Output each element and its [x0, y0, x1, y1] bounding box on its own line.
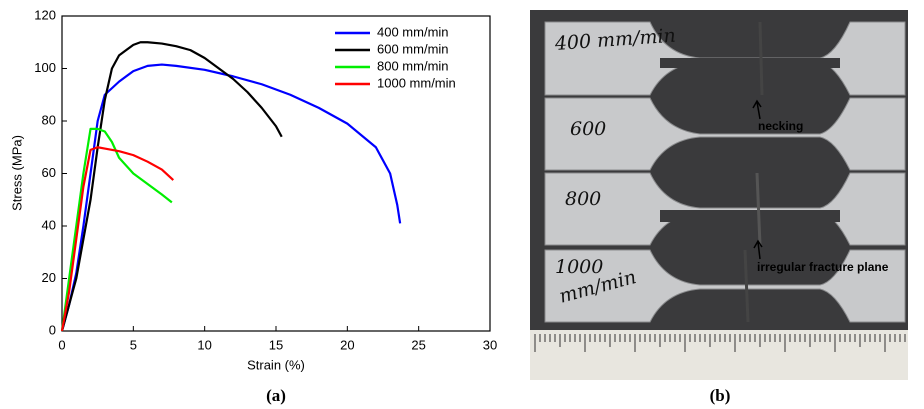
x-tick-label: 15 — [269, 337, 283, 352]
x-tick-label: 10 — [197, 337, 211, 352]
specimen-label: 600 — [570, 118, 606, 140]
y-tick-label: 60 — [42, 165, 56, 180]
y-tick-label: 100 — [34, 60, 56, 75]
line-series — [60, 41, 283, 332]
panel-label: (b) — [710, 386, 731, 405]
photo: 400 mm/min 600 800 1000 mm/min necking i… — [530, 10, 908, 380]
line-series — [60, 127, 173, 332]
legend-label: 800 mm/min — [377, 58, 449, 73]
specimen-label: 800 — [565, 188, 601, 210]
panel-label: (a) — [266, 386, 286, 405]
y-tick-label: 20 — [42, 270, 56, 285]
legend-label: 400 mm/min — [377, 24, 449, 39]
y-tick-label: 80 — [42, 112, 56, 127]
annotation: necking — [758, 119, 803, 133]
y-tick-label: 120 — [34, 7, 56, 22]
line-series — [60, 63, 402, 332]
annotation: irregular fracture plane — [757, 260, 889, 274]
y-axis-label: Stress (MPa) — [9, 135, 24, 211]
x-tick-label: 30 — [483, 337, 497, 352]
x-tick-label: 0 — [58, 337, 65, 352]
x-axis-label: Strain (%) — [247, 357, 305, 372]
legend-label: 1000 mm/min — [377, 75, 456, 90]
legend-label: 600 mm/min — [377, 41, 449, 56]
x-tick-label: 20 — [340, 337, 354, 352]
line-series — [60, 146, 175, 332]
y-tick-label: 40 — [42, 217, 56, 232]
x-tick-label: 5 — [130, 337, 137, 352]
x-tick-label: 25 — [411, 337, 425, 352]
y-tick-label: 0 — [49, 322, 56, 337]
specimen-label: 1000 — [555, 256, 603, 278]
